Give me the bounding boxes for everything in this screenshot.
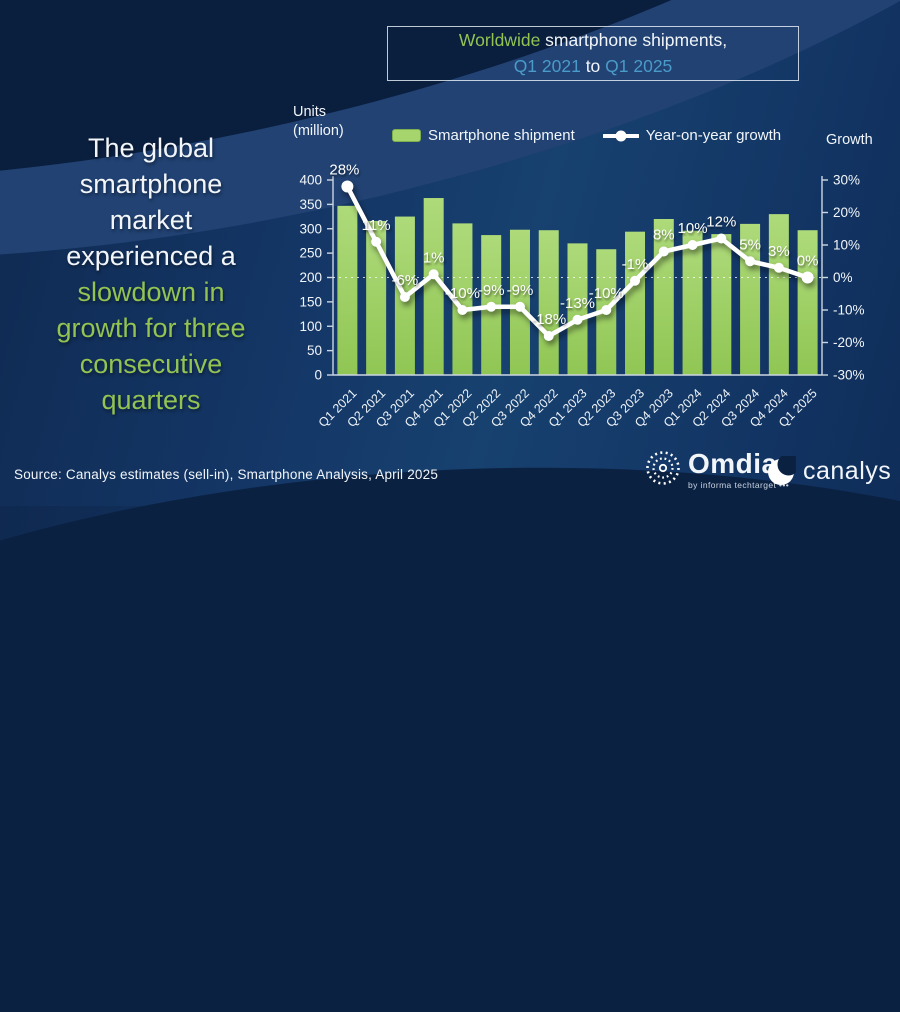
svg-text:0%: 0%: [833, 270, 853, 285]
title-rest: smartphone shipments,: [540, 30, 728, 51]
growth-point-q4-2021: [428, 269, 439, 280]
omdia-wordmark: Omdia: [688, 448, 778, 479]
axes: [327, 176, 828, 376]
svg-text:-30%: -30%: [833, 368, 865, 383]
omdia-logo: Omdia by informa techtarget •••: [644, 449, 789, 490]
svg-text:-20%: -20%: [833, 335, 865, 350]
growth-point-q3-2023: [630, 275, 641, 286]
title-accent-worldwide: Worldwide: [458, 30, 541, 51]
svg-text:350: 350: [299, 197, 322, 212]
growth-point-q4-2022: [543, 331, 554, 341]
chart-legend: Smartphone shipment Year-on-year growth: [392, 127, 781, 144]
growth-point-q1-2025: [801, 271, 814, 284]
growth-data-labels: 28%11%-6%1%-10%-9% -9%-18%-13%-10%-1%8% 10…: [329, 162, 818, 329]
svg-text:1%: 1%: [423, 249, 445, 266]
svg-text:10%: 10%: [678, 220, 708, 237]
growth-line-series: [341, 180, 814, 341]
canalys-logo: canalys: [768, 456, 891, 486]
svg-text:28%: 28%: [329, 162, 359, 179]
svg-text:100: 100: [299, 319, 322, 334]
svg-text:12%: 12%: [706, 214, 736, 231]
right-axis-tick-labels: -30% -20% -10% 0% 10% 20% 30%: [833, 173, 865, 383]
svg-text:-10%: -10%: [833, 303, 865, 318]
title-to: to: [580, 55, 606, 76]
bar-swatch-icon: [392, 129, 421, 142]
bar-q4-2024: [768, 214, 789, 375]
growth-point-q1-2021: [341, 180, 354, 193]
canalys-crescent-icon: [768, 456, 796, 485]
chart-title-line2: Q1 2021 to Q1 2025: [514, 54, 673, 79]
svg-text:200: 200: [299, 270, 322, 285]
svg-text:-18%: -18%: [531, 311, 566, 328]
legend-shipment-label: Smartphone shipment: [428, 127, 575, 144]
svg-text:0%: 0%: [797, 253, 819, 270]
svg-text:150: 150: [299, 294, 322, 309]
svg-text:3%: 3%: [768, 243, 790, 260]
title-q1-2021: Q1 2021: [513, 55, 581, 76]
headline-text: The global smartphone market experienced…: [22, 94, 280, 418]
svg-text:11%: 11%: [362, 217, 391, 234]
growth-point-q4-2023: [658, 246, 669, 257]
growth-point-q4-2024: [773, 262, 784, 273]
svg-text:-10%: -10%: [445, 285, 480, 302]
growth-point-q2-2023: [601, 305, 612, 315]
svg-text:30%: 30%: [833, 173, 860, 188]
bar-q1-2025: [797, 230, 818, 375]
growth-point-q3-2021: [399, 292, 410, 302]
background-bottom-swoosh: [0, 419, 900, 1012]
growth-point-q2-2021: [371, 236, 382, 247]
bar-q2-2024: [711, 234, 732, 375]
svg-text:-9%: -9%: [507, 282, 534, 299]
svg-text:5%: 5%: [739, 236, 761, 253]
omdia-rings-icon: [646, 451, 680, 485]
chart-title-box: Worldwide smartphone shipments, Q1 2021 …: [387, 26, 799, 81]
bar-q1-2021: [337, 205, 358, 375]
growth-point-q3-2024: [745, 256, 756, 267]
legend-item-shipment: Smartphone shipment: [392, 127, 575, 144]
svg-text:400: 400: [299, 173, 322, 188]
svg-text:-10%: -10%: [589, 285, 624, 302]
bar-q4-2022: [538, 230, 559, 375]
svg-text:-1%: -1%: [622, 256, 649, 273]
svg-text:20%: 20%: [833, 205, 860, 220]
headline-white-part: The global smartphone market experienced…: [66, 133, 236, 271]
right-axis-title: Growth: [826, 132, 873, 148]
svg-text:300: 300: [299, 221, 322, 236]
headline-green-part: slowdown in growth for three consecutive…: [56, 277, 246, 415]
svg-text:-9%: -9%: [478, 282, 505, 299]
source-attribution: Source: Canalys estimates (sell-in), Sma…: [14, 467, 439, 482]
growth-point-q2-2022: [486, 301, 497, 312]
bar-q2-2021: [366, 220, 387, 375]
svg-text:10%: 10%: [833, 238, 860, 253]
bar-q1-2022: [452, 223, 473, 375]
growth-point-q3-2022: [514, 301, 525, 312]
svg-text:-13%: -13%: [560, 295, 595, 312]
bar-q1-2024: [682, 230, 703, 375]
left-axis-tick-labels: 0 50 100 150 200 250 300 350 400: [299, 173, 322, 383]
growth-point-q1-2024: [687, 240, 698, 250]
shipments-growth-chart: 0 50 100 150 200 250 300 350 400 -30% -20% -10% 0% 10…: [299, 162, 865, 431]
svg-text:0: 0: [314, 368, 322, 383]
growth-point-q2-2024: [716, 233, 727, 244]
svg-text:-6%: -6%: [392, 272, 419, 289]
growth-point-q1-2023: [572, 314, 583, 325]
bar-q1-2023: [567, 243, 588, 375]
legend-item-growth: Year-on-year growth: [602, 127, 782, 144]
omdia-subtext: by informa techtarget •••: [688, 480, 790, 490]
title-q1-2025: Q1 2025: [605, 55, 673, 76]
svg-text:250: 250: [299, 246, 322, 261]
line-dot-marker-icon: [602, 130, 639, 141]
left-axis-title: Units (million): [293, 104, 344, 139]
bar-q4-2021: [423, 198, 444, 375]
svg-text:50: 50: [307, 343, 322, 358]
canalys-wordmark: canalys: [803, 457, 892, 485]
growth-point-q1-2022: [457, 305, 468, 315]
chart-title-line1: Worldwide smartphone shipments,: [459, 28, 727, 53]
svg-text:8%: 8%: [653, 227, 675, 244]
legend-growth-label: Year-on-year growth: [645, 127, 782, 144]
bar-q3-2023: [625, 231, 646, 375]
